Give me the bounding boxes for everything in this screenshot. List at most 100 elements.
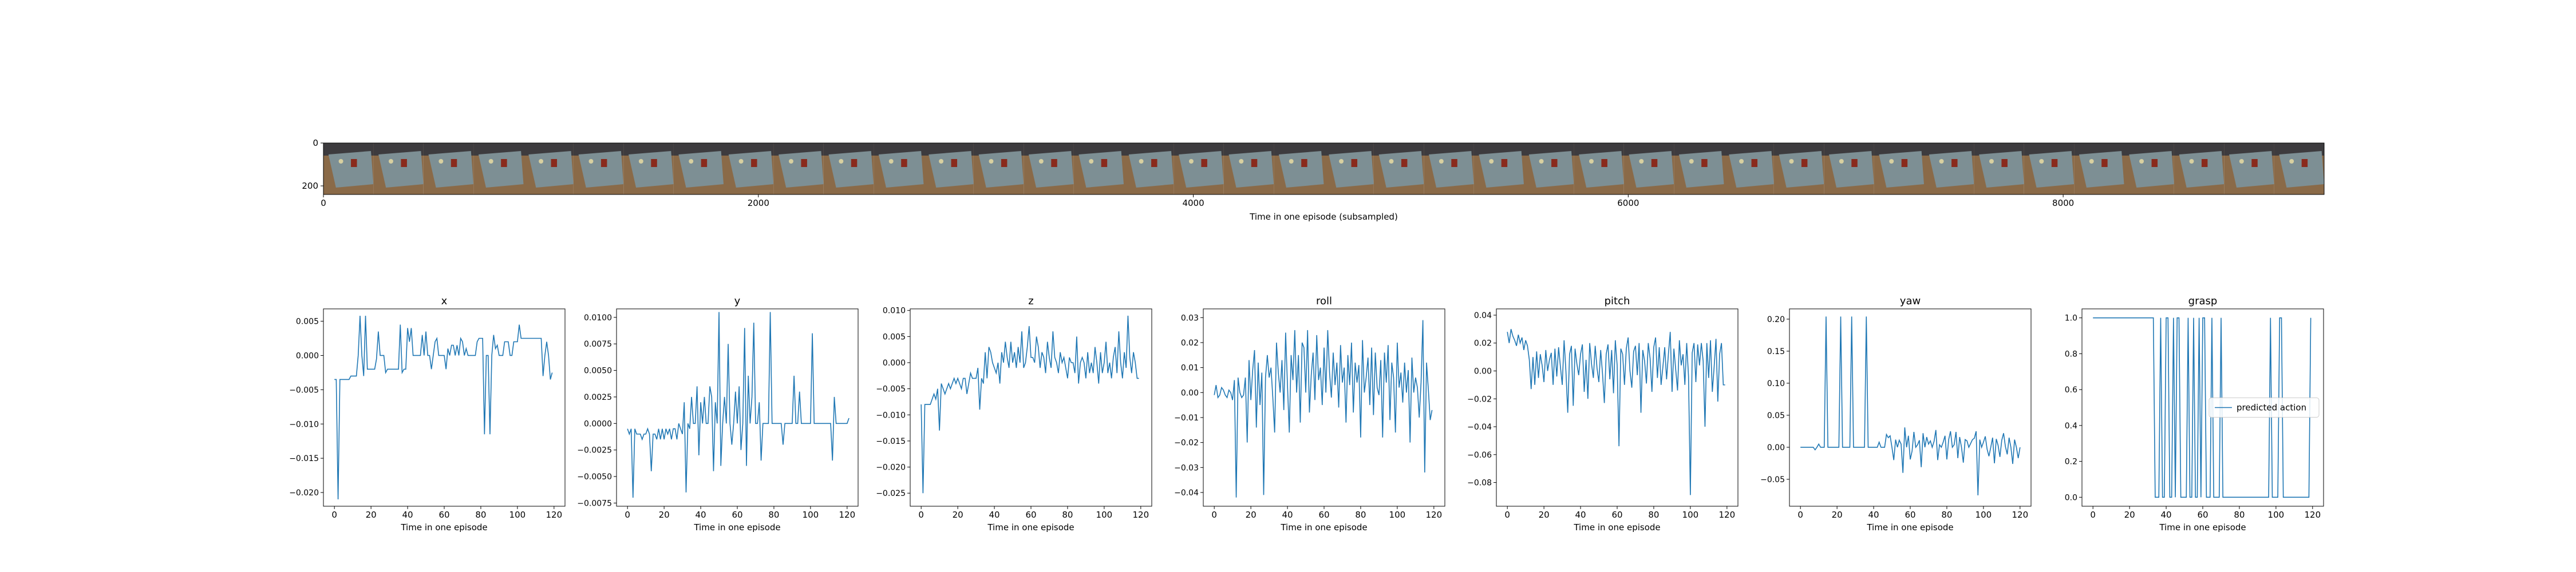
strip-y-tick-label: 0 bbox=[313, 138, 318, 148]
frame-object bbox=[1551, 159, 1558, 167]
y-tick-label: 0.01 bbox=[1181, 364, 1199, 373]
episode-frame bbox=[623, 143, 674, 194]
episode-frame bbox=[1524, 143, 1574, 194]
frame-highlight bbox=[738, 159, 744, 164]
episode-frame bbox=[1623, 143, 1674, 194]
x-tick-label: 100 bbox=[2268, 510, 2285, 520]
frame-object bbox=[2051, 159, 2058, 167]
y-tick-label: −0.04 bbox=[1174, 488, 1199, 498]
x-tick-label: 100 bbox=[1389, 510, 1406, 520]
y-tick-label: −0.08 bbox=[1467, 479, 1492, 488]
episode-frame bbox=[2274, 143, 2324, 194]
x-tick-label: 120 bbox=[839, 510, 855, 520]
frame-table bbox=[428, 151, 474, 188]
x-tick-label: 0 bbox=[1797, 510, 1803, 520]
x-axis-label: Time in one episode bbox=[1280, 522, 1367, 533]
x-tick-label: 120 bbox=[2304, 510, 2321, 520]
frame-object bbox=[851, 159, 858, 167]
x-tick-label: 120 bbox=[546, 510, 562, 520]
frame-highlight bbox=[338, 159, 343, 164]
episode-frame bbox=[2124, 143, 2174, 194]
frame-table bbox=[1278, 151, 1324, 188]
x-tick-label: 20 bbox=[1832, 510, 1843, 520]
frame-highlight bbox=[1989, 159, 1994, 164]
frame-table bbox=[1979, 151, 2024, 188]
y-tick-label: 0.0050 bbox=[584, 367, 612, 376]
x-tick-label: 40 bbox=[696, 510, 706, 520]
frame-table bbox=[1779, 151, 1824, 188]
frame-table bbox=[1479, 151, 1524, 188]
episode-frame bbox=[1773, 143, 1824, 194]
episode-frame bbox=[2224, 143, 2274, 194]
frame-highlight bbox=[438, 159, 444, 164]
frame-object bbox=[701, 159, 708, 167]
frame-table bbox=[828, 151, 874, 188]
series-line bbox=[1214, 320, 1433, 498]
frame-table bbox=[678, 151, 724, 188]
frame-highlight bbox=[1089, 159, 1094, 164]
frame-highlight bbox=[1489, 159, 1494, 164]
frame-object bbox=[901, 159, 907, 167]
frame-object bbox=[1101, 159, 1108, 167]
episode-frame bbox=[1323, 143, 1374, 194]
episode-frame bbox=[1724, 143, 1774, 194]
y-tick-label: 0.00 bbox=[1474, 367, 1492, 376]
x-tick-label: 0 bbox=[331, 510, 337, 520]
frame-object bbox=[2001, 159, 2008, 167]
y-tick-label: 0.00 bbox=[1767, 443, 1785, 452]
y-tick-label: 0.20 bbox=[1767, 315, 1785, 324]
subplot-roll: 0 20 40 60 80 100 120 −0.04 −0.03 −0.02 −0.01 0.00 0… bbox=[1174, 295, 1445, 533]
episode-frame bbox=[923, 143, 974, 194]
frame-table bbox=[628, 151, 674, 188]
x-tick-label: 20 bbox=[366, 510, 377, 520]
subplot-title: x bbox=[441, 295, 448, 307]
episode-frame bbox=[1473, 143, 1524, 194]
episode-frame bbox=[773, 143, 824, 194]
frame-highlight bbox=[1389, 159, 1394, 164]
x-axis-label: Time in one episode bbox=[2159, 522, 2246, 533]
frame-table bbox=[1879, 151, 1924, 188]
subplot-y: 0 20 40 60 80 100 120 −0.0075 −0.0050 −0.0025 0.00… bbox=[577, 295, 859, 533]
y-tick-label: −0.005 bbox=[876, 385, 906, 394]
y-tick-label: 0.02 bbox=[1181, 339, 1199, 348]
frame-highlight bbox=[1188, 159, 1194, 164]
episode-frame bbox=[1424, 143, 1474, 194]
plot-frame bbox=[1496, 308, 1739, 507]
x-tick-label: 40 bbox=[1868, 510, 1879, 520]
x-tick-label: 80 bbox=[1355, 510, 1366, 520]
episode-frame bbox=[1073, 143, 1124, 194]
y-tick-label: −0.05 bbox=[1760, 475, 1785, 484]
frame-highlight bbox=[2089, 159, 2094, 164]
frame-table bbox=[1929, 151, 1974, 188]
episode-frame bbox=[1874, 143, 1924, 194]
frame-object bbox=[401, 159, 407, 167]
frame-table bbox=[2279, 151, 2324, 188]
plot-frame bbox=[1789, 308, 2032, 507]
frame-object bbox=[1751, 159, 1758, 167]
x-tick-label: 120 bbox=[1132, 510, 1149, 520]
frame-highlight bbox=[939, 159, 944, 164]
x-axis-label: Time in one episode bbox=[400, 522, 487, 533]
frame-object bbox=[1851, 159, 1858, 167]
frame-object bbox=[1651, 159, 1658, 167]
episode-frame bbox=[2174, 143, 2225, 194]
frame-highlight bbox=[1239, 159, 1244, 164]
x-tick-label: 100 bbox=[509, 510, 526, 520]
frame-table bbox=[578, 151, 624, 188]
frame-table bbox=[1028, 151, 1074, 188]
x-tick-label: 80 bbox=[1062, 510, 1073, 520]
x-tick-label: 40 bbox=[2161, 510, 2172, 520]
y-tick-label: 0.005 bbox=[296, 317, 319, 327]
x-tick-label: 20 bbox=[953, 510, 963, 520]
frame-object bbox=[351, 159, 357, 167]
strip-x-tick-label: 2000 bbox=[748, 198, 769, 208]
frame-object bbox=[1301, 159, 1307, 167]
frame-object bbox=[2101, 159, 2108, 167]
plot-frame bbox=[1203, 308, 1445, 507]
x-tick-label: 40 bbox=[1575, 510, 1586, 520]
frame-object bbox=[600, 159, 607, 167]
episode-frame bbox=[1223, 143, 1274, 194]
frame-highlight bbox=[1139, 159, 1144, 164]
x-tick-label: 0 bbox=[625, 510, 630, 520]
episode-frame bbox=[473, 143, 524, 194]
